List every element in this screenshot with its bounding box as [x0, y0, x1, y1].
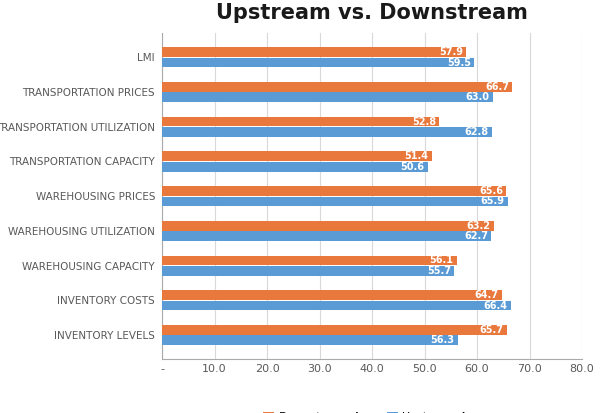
Bar: [162, 266, 454, 275]
Bar: [162, 325, 507, 335]
Bar: [162, 186, 506, 196]
Bar: [162, 290, 502, 300]
Bar: [162, 231, 491, 241]
Bar: [162, 127, 492, 137]
Title: Upstream vs. Downstream: Upstream vs. Downstream: [216, 3, 528, 23]
Bar: [162, 117, 439, 126]
Bar: [162, 162, 428, 171]
Legend: Downstream Avg, Upstream Avg: Downstream Avg, Upstream Avg: [259, 407, 485, 413]
Text: 62.8: 62.8: [464, 127, 488, 137]
Text: 62.7: 62.7: [464, 231, 488, 241]
Bar: [162, 82, 512, 92]
Text: 65.9: 65.9: [481, 196, 505, 206]
Bar: [162, 256, 457, 265]
Text: 56.3: 56.3: [430, 335, 454, 345]
Bar: [162, 152, 432, 161]
Text: 50.6: 50.6: [401, 161, 425, 172]
Text: 66.7: 66.7: [485, 82, 509, 92]
Bar: [162, 93, 493, 102]
Bar: [162, 47, 466, 57]
Bar: [162, 197, 508, 206]
Bar: [162, 301, 511, 311]
Text: 57.9: 57.9: [439, 47, 463, 57]
Text: 65.6: 65.6: [479, 186, 503, 196]
Text: 55.7: 55.7: [427, 266, 451, 276]
Text: 66.4: 66.4: [484, 301, 508, 311]
Text: 65.7: 65.7: [480, 325, 504, 335]
Bar: [162, 335, 458, 345]
Text: 56.1: 56.1: [430, 255, 454, 266]
Text: 51.4: 51.4: [404, 151, 428, 161]
Bar: [162, 58, 475, 67]
Text: 63.2: 63.2: [467, 221, 491, 231]
Text: 59.5: 59.5: [447, 57, 471, 68]
Text: 52.8: 52.8: [412, 116, 436, 126]
Bar: [162, 221, 494, 230]
Text: 63.0: 63.0: [466, 92, 490, 102]
Text: 64.7: 64.7: [475, 290, 499, 300]
